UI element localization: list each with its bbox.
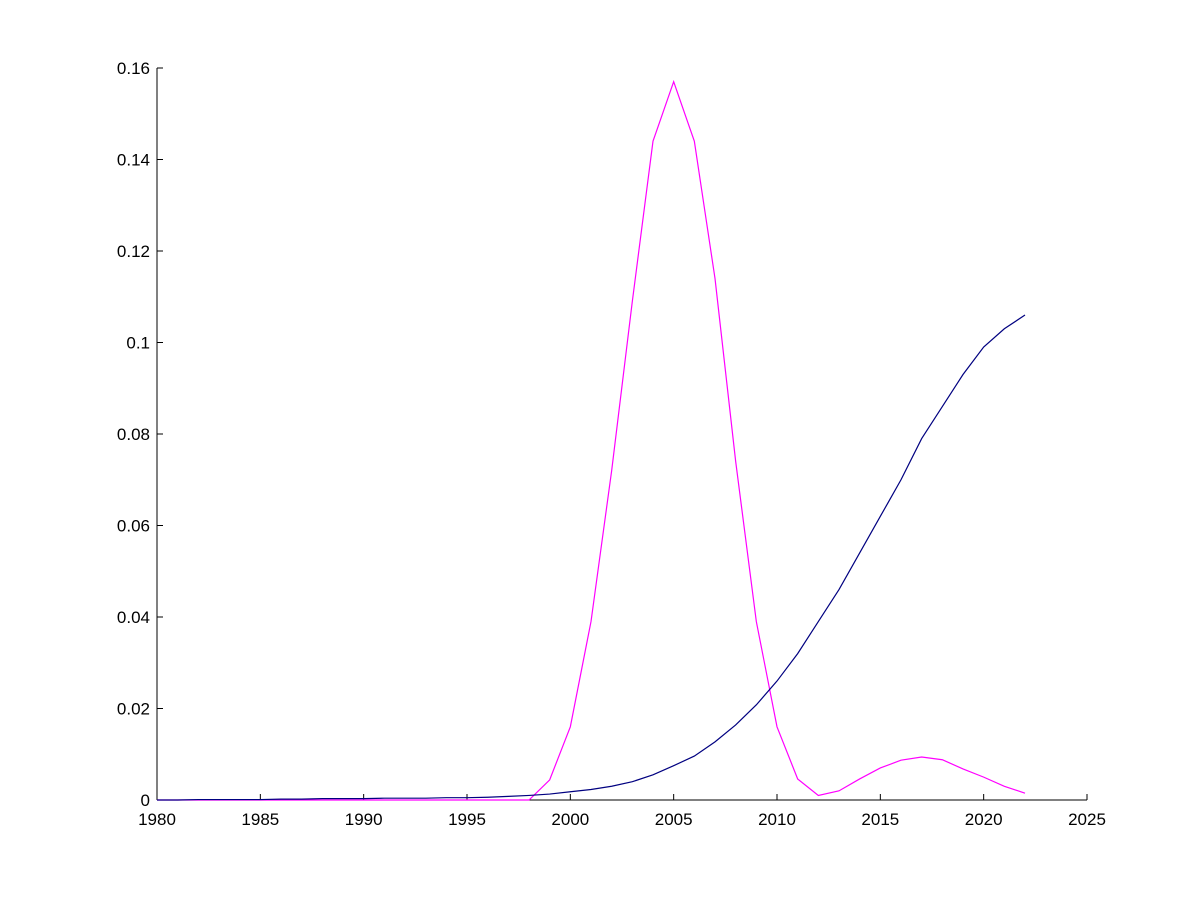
y-tick-label: 0.14 bbox=[117, 151, 150, 170]
x-tick-label: 1985 bbox=[241, 810, 279, 829]
x-tick-label: 2015 bbox=[861, 810, 899, 829]
series-line bbox=[157, 79, 1026, 801]
x-tick-label: 2005 bbox=[655, 810, 693, 829]
x-tick-label: 2000 bbox=[551, 810, 589, 829]
x-tick-label: 2025 bbox=[1068, 810, 1106, 829]
y-tick-label: 0.12 bbox=[117, 242, 150, 261]
y-tick-label: 0.1 bbox=[126, 334, 150, 353]
series-line bbox=[157, 314, 1026, 801]
y-tick-label: 0 bbox=[141, 791, 150, 810]
x-tick-label: 1980 bbox=[138, 810, 176, 829]
y-tick-label: 0.02 bbox=[117, 700, 150, 719]
y-tick-label: 0.06 bbox=[117, 517, 150, 536]
x-tick-label: 2010 bbox=[758, 810, 796, 829]
y-tick-label: 0.04 bbox=[117, 608, 150, 627]
x-tick-label: 1990 bbox=[345, 810, 383, 829]
x-tick-label: 1995 bbox=[448, 810, 486, 829]
x-tick-label: 2020 bbox=[965, 810, 1003, 829]
y-tick-label: 0.08 bbox=[117, 425, 150, 444]
y-tick-label: 0.16 bbox=[117, 59, 150, 78]
